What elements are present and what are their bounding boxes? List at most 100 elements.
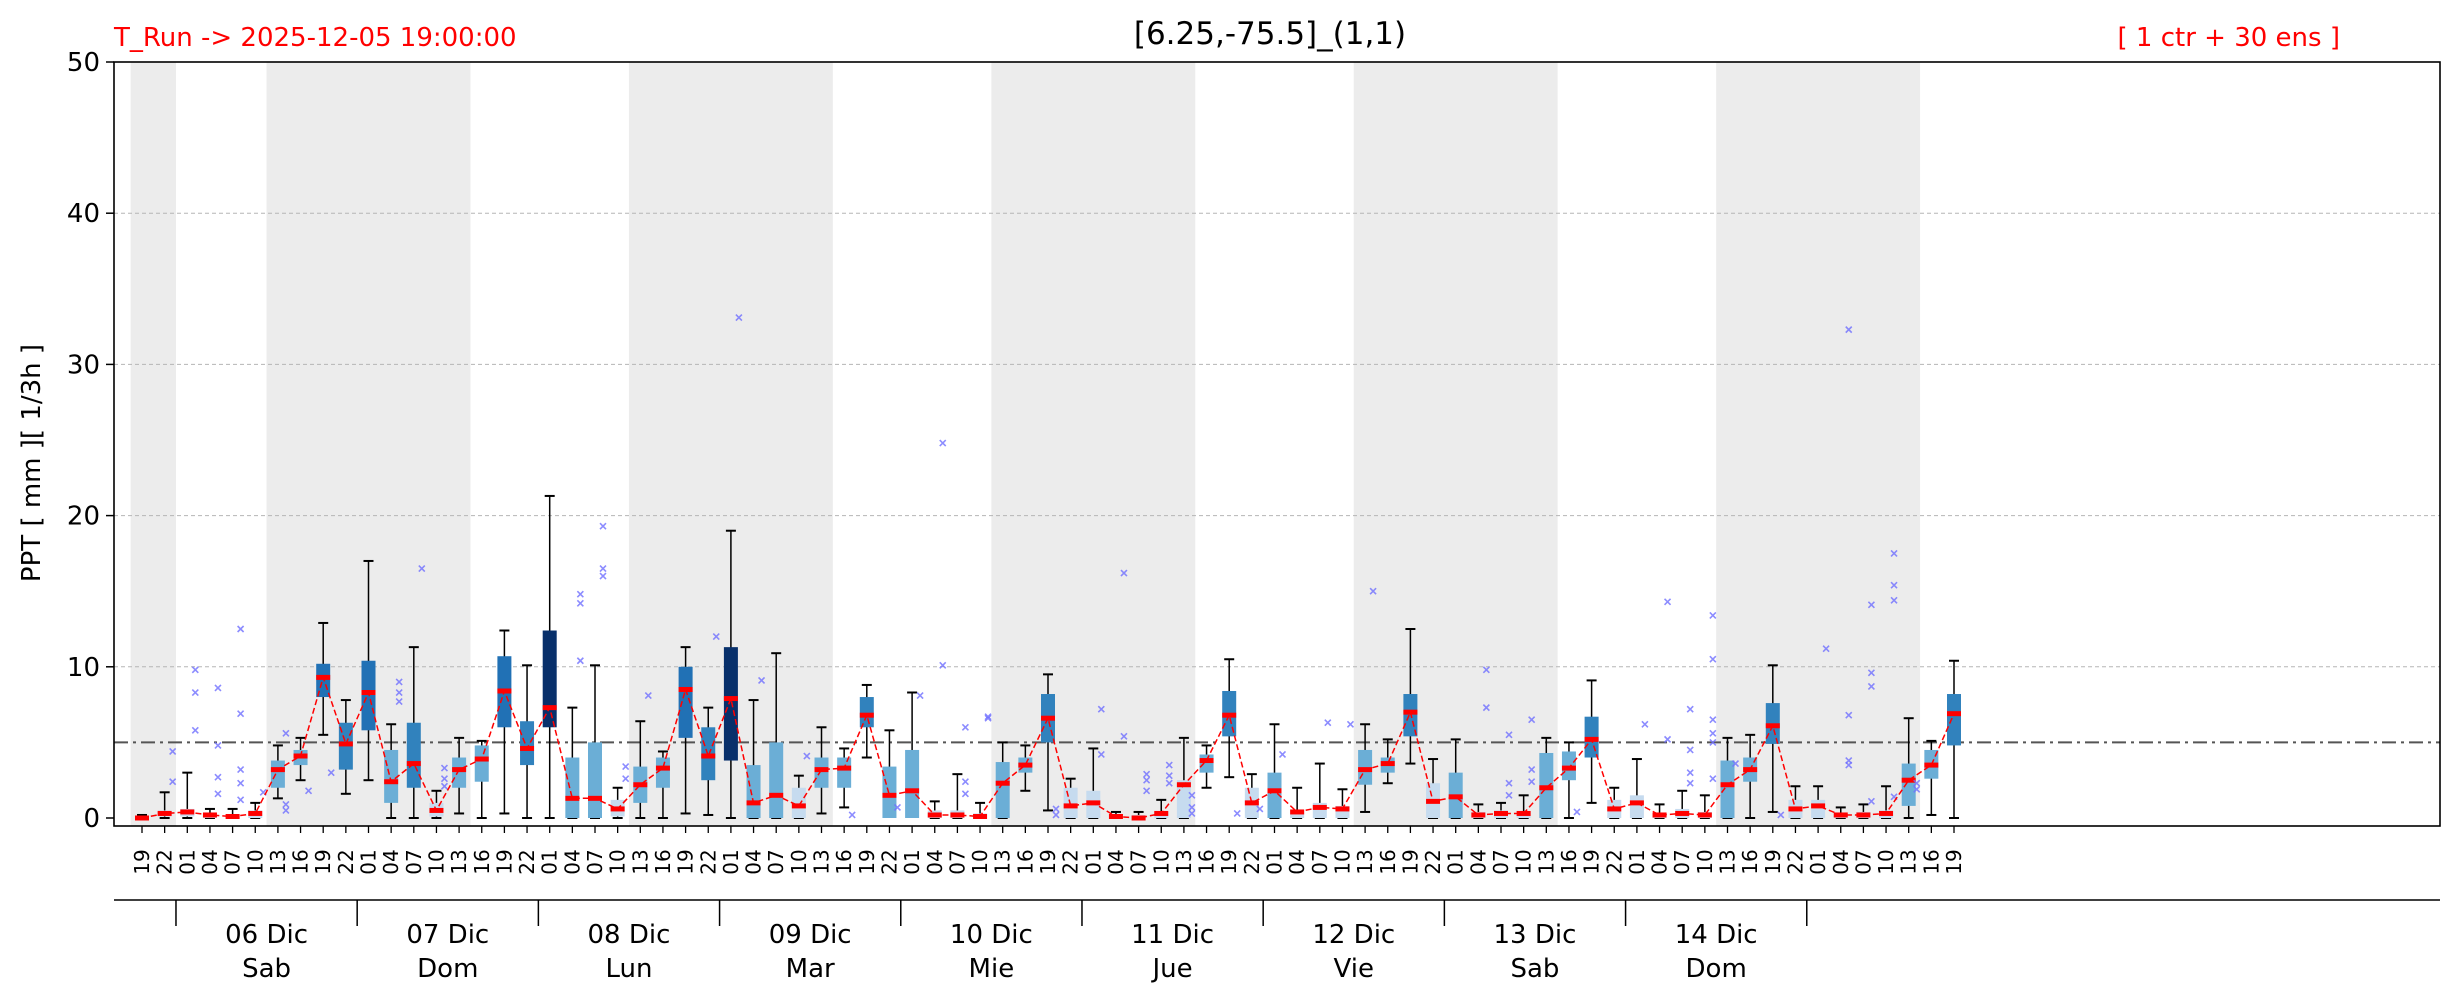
outlier-66-0 [1641, 720, 1649, 728]
box-19 [565, 706, 580, 819]
outlier-36-1 [961, 778, 969, 786]
night-shade-4 [1353, 62, 1558, 826]
x-tick-label-53: 10 [1330, 849, 1354, 874]
x-tick-label-41: 22 [1059, 849, 1083, 874]
box-39 [1018, 744, 1033, 792]
x-tick-label-68: 07 [1670, 849, 1694, 874]
x-tick-label-12: 07 [402, 849, 426, 874]
day-weekday-3: Mar [786, 954, 835, 984]
outlier-61-2 [1528, 716, 1536, 724]
box-66 [1629, 758, 1644, 819]
box-24 [678, 646, 693, 815]
day-date-5: 11 Dic [1131, 920, 1214, 950]
outlier-37-0 [984, 714, 992, 722]
x-tick-label-49: 22 [1240, 849, 1264, 874]
y-axis: 0 10 20 30 40 50 [67, 48, 114, 834]
outlier-12-0 [418, 564, 426, 573]
outlier-13-2 [440, 764, 449, 772]
x-tick-label-48: 19 [1217, 849, 1241, 874]
outlier-35-0 [939, 661, 947, 669]
x-tick-label-30: 13 [810, 849, 834, 874]
x-tick-label-10: 01 [357, 849, 381, 874]
box-22 [633, 720, 648, 819]
x-tick-label-71: 16 [1738, 849, 1762, 874]
outlier-68-2 [1686, 746, 1694, 754]
outlier-3-2 [214, 741, 222, 749]
night-shade-5 [1716, 62, 1921, 826]
x-tick-label-25: 22 [696, 849, 720, 874]
day-date-8: 14 Dic [1675, 920, 1758, 950]
x-tick-label-17: 22 [515, 849, 539, 874]
outlier-75-1 [1845, 756, 1853, 765]
x-tick-label-8: 19 [311, 849, 335, 874]
outlier-21-1 [622, 763, 630, 771]
iqr-box-17 [520, 721, 535, 766]
boxplots [135, 313, 1961, 821]
iqr-box-24 [678, 666, 693, 738]
outlier-20-0 [599, 572, 607, 580]
box-26 [723, 529, 738, 819]
box-70 [1720, 736, 1735, 819]
x-tick-label-69: 10 [1693, 849, 1717, 874]
box-46 [1176, 736, 1191, 819]
outlier-36-2 [961, 723, 969, 731]
x-tick-label-67: 04 [1648, 849, 1672, 874]
iqr-box-23 [655, 757, 670, 788]
outlier-11-2 [395, 678, 403, 686]
x-tick-label-51: 04 [1285, 849, 1309, 874]
iqr-box-20 [588, 742, 602, 818]
x-tick-label-77: 10 [1874, 849, 1898, 874]
iqr-box-26 [723, 647, 738, 761]
y-axis-label: PPT [ mm ][ 1/3h ] [17, 344, 47, 582]
outlier-1-0 [169, 778, 177, 786]
day-weekday-2: Lun [605, 954, 652, 984]
outlier-36-0 [961, 790, 969, 798]
x-tick-label-32: 19 [855, 849, 879, 874]
outlier-27-0 [757, 676, 766, 684]
outlier-63-0 [1573, 808, 1581, 816]
y-tick-label-0: 0 [83, 804, 100, 834]
box-51 [1290, 786, 1305, 819]
outlier-26-0 [735, 313, 743, 322]
outlier-67-1 [1663, 598, 1672, 606]
x-tick-label-52: 07 [1308, 849, 1332, 874]
outlier-37-1 [984, 713, 992, 721]
x-tick-label-26: 01 [719, 849, 743, 874]
outlier-19-1 [576, 599, 584, 607]
iqr-box-80 [1947, 694, 1961, 746]
box-29 [791, 774, 806, 819]
outlier-68-1 [1686, 769, 1694, 777]
outlier-4-0 [237, 796, 245, 804]
x-tick-label-34: 01 [900, 849, 924, 874]
outlier-13-0 [440, 782, 449, 790]
x-tick-label-75: 04 [1829, 849, 1853, 874]
outlier-61-1 [1528, 766, 1536, 774]
x-tick-label-44: 07 [1127, 849, 1151, 874]
outlier-22-0 [644, 691, 652, 700]
iqr-box-47 [1199, 754, 1214, 773]
x-tick-label-64: 19 [1580, 849, 1604, 874]
outlier-76-2 [1867, 669, 1875, 677]
outlier-69-2 [1709, 729, 1717, 737]
x-tick-label-5: 10 [243, 849, 267, 874]
outlier-6-0 [282, 806, 290, 815]
outlier-4-3 [237, 710, 245, 718]
box-33 [882, 729, 897, 818]
x-tick-label-47: 16 [1195, 849, 1219, 874]
y-tick-label-20: 20 [67, 502, 100, 532]
x-tick-label-2: 01 [175, 849, 199, 874]
outlier-77-3 [1890, 549, 1898, 557]
day-date-3: 09 Dic [769, 920, 852, 950]
box-18 [542, 494, 557, 819]
x-tick-label-37: 10 [968, 849, 992, 874]
outlier-76-3 [1867, 601, 1875, 609]
outlier-60-2 [1505, 731, 1513, 739]
outlier-43-1 [1120, 569, 1128, 577]
x-tick-label-0: 19 [130, 849, 154, 874]
box-15 [474, 739, 489, 819]
box-49 [1244, 773, 1259, 819]
box-34 [905, 691, 920, 818]
x-tick-label-16: 19 [492, 849, 516, 874]
x-tick-label-4: 07 [221, 849, 245, 874]
iqr-box-38 [995, 762, 1010, 818]
